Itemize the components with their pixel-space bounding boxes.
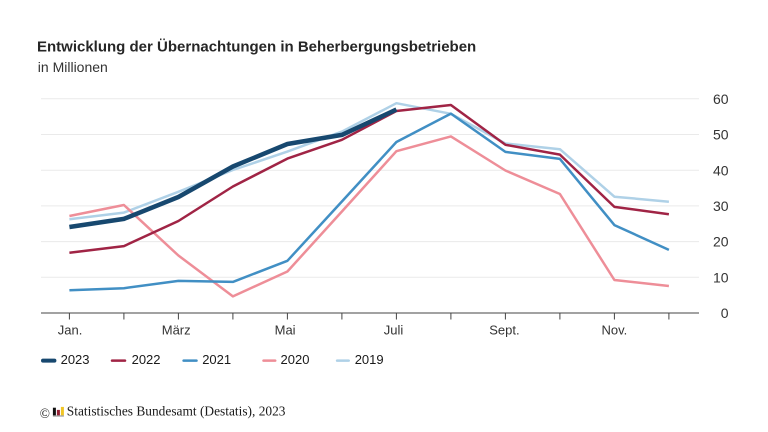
- svg-text:0: 0: [721, 305, 729, 321]
- svg-text:2019: 2019: [355, 352, 384, 367]
- svg-text:50: 50: [713, 127, 729, 143]
- svg-text:30: 30: [713, 198, 729, 214]
- svg-text:2021: 2021: [202, 352, 231, 367]
- svg-text:20: 20: [713, 234, 729, 250]
- svg-text:2020: 2020: [281, 352, 310, 367]
- svg-text:Nov.: Nov.: [602, 323, 628, 338]
- svg-text:in Millionen: in Millionen: [38, 59, 108, 75]
- svg-text:2022: 2022: [132, 352, 161, 367]
- svg-text:Statistisches Bundesamt (Desta: Statistisches Bundesamt (Destatis), 2023: [67, 403, 286, 418]
- svg-text:Entwicklung der Übernachtungen: Entwicklung der Übernachtungen in Beherb…: [37, 39, 476, 56]
- svg-text:Jan.: Jan.: [58, 323, 83, 338]
- svg-text:Sept.: Sept.: [489, 323, 519, 338]
- svg-text:©: ©: [40, 406, 50, 421]
- svg-text:Mai: Mai: [275, 323, 296, 338]
- svg-text:März: März: [162, 323, 191, 338]
- svg-text:10: 10: [713, 269, 729, 285]
- svg-text:60: 60: [713, 91, 729, 107]
- svg-text:Juli: Juli: [384, 323, 404, 338]
- svg-text:40: 40: [713, 162, 729, 178]
- svg-text:2023: 2023: [61, 352, 90, 367]
